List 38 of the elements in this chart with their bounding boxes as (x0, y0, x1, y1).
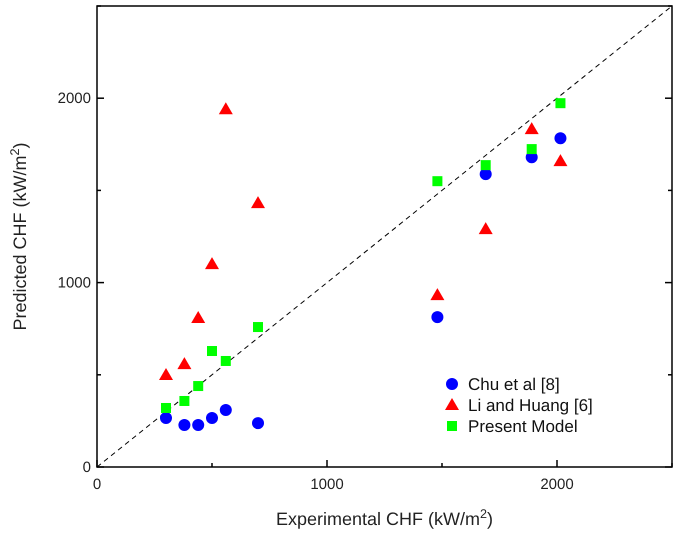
point (220, 404, 232, 416)
point (191, 311, 206, 324)
y-tick-label: 1000 (58, 274, 91, 292)
point (430, 288, 444, 300)
point (193, 381, 204, 392)
x-tick-label: 0 (92, 476, 102, 493)
point (252, 417, 264, 430)
legend-label: Li and Huang [6] (468, 396, 593, 415)
point (524, 122, 539, 134)
point (218, 102, 233, 114)
point (179, 396, 190, 406)
point (253, 322, 263, 332)
legend-label: Present Model (468, 417, 578, 436)
point (432, 176, 442, 186)
point (205, 257, 219, 270)
point (431, 311, 444, 324)
point (207, 346, 217, 356)
point (177, 357, 192, 370)
point (192, 418, 204, 431)
point (251, 196, 265, 208)
x-tick-label: 2000 (540, 476, 574, 493)
y-tick-label: 0 (82, 459, 91, 476)
point (160, 412, 172, 424)
point (478, 222, 493, 234)
point (206, 412, 218, 424)
point (553, 154, 568, 166)
x-axis-title: Experimental CHF (kW/m$^{2}$) (276, 507, 494, 529)
point (220, 356, 231, 366)
point (480, 160, 491, 170)
legend-label: Chu et al [8] (468, 375, 560, 394)
point (526, 144, 537, 154)
point (161, 402, 171, 413)
y-tick-label: 2000 (58, 90, 91, 108)
point (178, 418, 190, 431)
point (555, 98, 566, 108)
point (554, 132, 566, 144)
x-tick-label: 1000 (310, 476, 344, 493)
point (159, 368, 173, 380)
